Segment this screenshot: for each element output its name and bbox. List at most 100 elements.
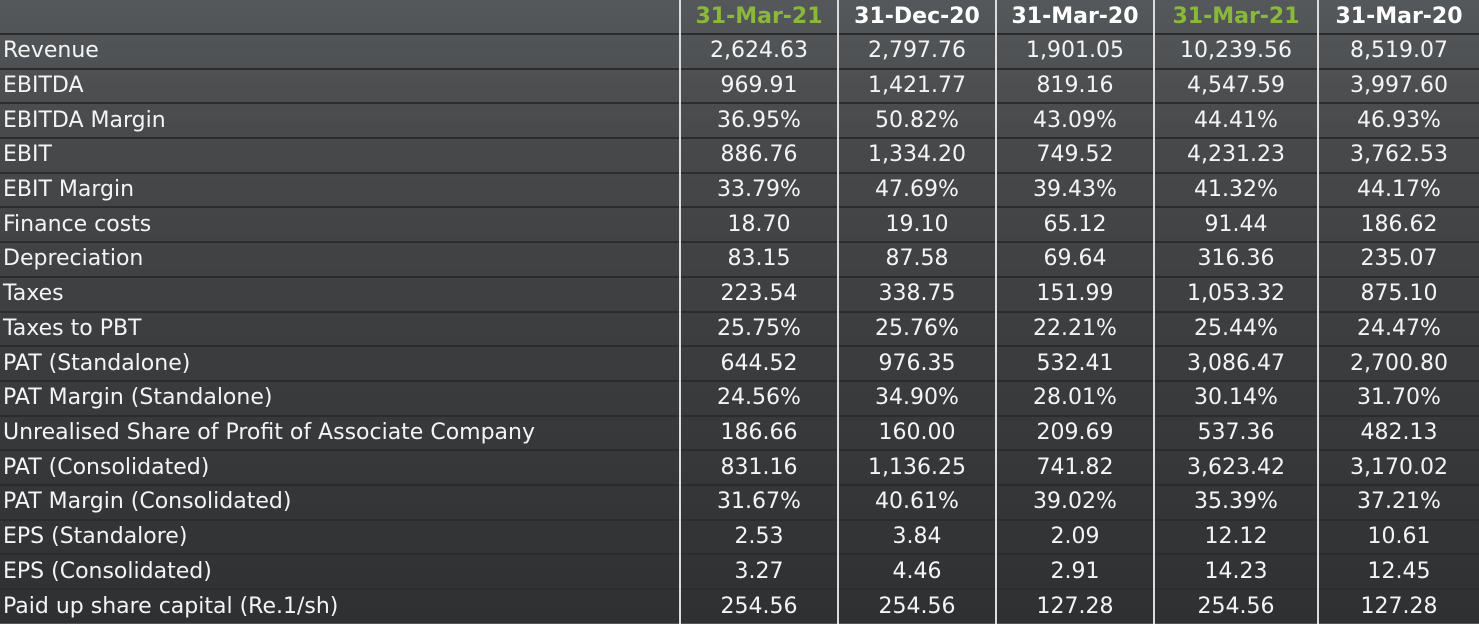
table-cell: 127.28 (995, 588, 1154, 624)
row-label: EBITDA (0, 67, 680, 104)
row-label: Paid up share capital (Re.1/sh) (0, 588, 680, 624)
table-cell: 4.46 (837, 553, 996, 589)
table-cell: 8,519.07 (1317, 33, 1479, 69)
row-label: EBITDA Margin (0, 102, 680, 139)
row-label: Depreciation (0, 241, 680, 277)
column-header: 31-Mar-20 (1317, 0, 1479, 34)
table-cell: 1,136.25 (837, 449, 996, 485)
table-cell: 18.70 (679, 206, 838, 243)
row-label: PAT Margin (Consolidated) (0, 483, 680, 520)
table-cell: 2,797.76 (837, 33, 996, 69)
table-row: EBITDA Margin 36.95% 50.82% 43.09% 44.41% 46.… (0, 102, 1479, 139)
table-cell: 969.91 (679, 67, 838, 104)
table-cell: 36.95% (679, 102, 838, 139)
table-cell: 223.54 (679, 275, 838, 312)
table-cell: 186.66 (679, 414, 838, 451)
column-header: 31-Mar-20 (995, 0, 1154, 34)
table-cell: 875.10 (1317, 275, 1479, 312)
table-cell: 25.75% (679, 310, 838, 347)
table-row: Depreciation 83.15 87.58 69.64 316.36 235.07 (0, 241, 1479, 277)
table-row: PAT Margin (Consolidated) 31.67% 40.61% 39.… (0, 483, 1479, 520)
table-cell: 235.07 (1317, 241, 1479, 277)
table-body: Revenue 2,624.63 2,797.76 1,901.05 10,239.56… (0, 33, 1479, 624)
table-cell: 1,901.05 (995, 33, 1154, 69)
table-cell: 39.02% (995, 483, 1154, 520)
table-cell: 28.01% (995, 379, 1154, 416)
table-cell: 87.58 (837, 241, 996, 277)
row-label: Unrealised Share of Profit of Associate … (0, 414, 680, 451)
table-cell: 2,700.80 (1317, 345, 1479, 381)
table-cell: 44.17% (1317, 171, 1479, 208)
table-cell: 2.53 (679, 518, 838, 555)
table-row: Paid up share capital (Re.1/sh) 254.56 254… (0, 588, 1479, 624)
table-cell: 1,421.77 (837, 67, 996, 104)
table-cell: 33.79% (679, 171, 838, 208)
table-row: PAT (Standalone) 644.52 976.35 532.41 3,086.… (0, 345, 1479, 381)
table-cell: 40.61% (837, 483, 996, 520)
table-cell: 14.23 (1153, 553, 1318, 589)
table-row: PAT (Consolidated) 831.16 1,136.25 741.82 3,… (0, 449, 1479, 485)
table-cell: 30.14% (1153, 379, 1318, 416)
table-row: EBITDA 969.91 1,421.77 819.16 4,547.59 3,997.… (0, 67, 1479, 104)
table-row: EPS (Standalore) 2.53 3.84 2.09 12.12 10.61 (0, 518, 1479, 555)
table-cell: 12.12 (1153, 518, 1318, 555)
table-cell: 10,239.56 (1153, 33, 1318, 69)
table-cell: 1,053.32 (1153, 275, 1318, 312)
table-row: EBIT 886.76 1,334.20 749.52 4,231.23 3,762.53 (0, 137, 1479, 173)
table-cell: 482.13 (1317, 414, 1479, 451)
row-label: Finance costs (0, 206, 680, 243)
table-cell: 4,547.59 (1153, 67, 1318, 104)
table-cell: 2.09 (995, 518, 1154, 555)
table-cell: 151.99 (995, 275, 1154, 312)
table-cell: 886.76 (679, 137, 838, 173)
table-cell: 83.15 (679, 241, 838, 277)
table-cell: 39.43% (995, 171, 1154, 208)
header-row: 31-Mar-21 31-Dec-20 31-Mar-20 31-Mar-21 … (0, 0, 1479, 34)
table-cell: 10.61 (1317, 518, 1479, 555)
table-cell: 3.27 (679, 553, 838, 589)
table-row: EBIT Margin 33.79% 47.69% 39.43% 41.32% 44.17… (0, 171, 1479, 208)
table-cell: 12.45 (1317, 553, 1479, 589)
table-cell: 741.82 (995, 449, 1154, 485)
table-cell: 819.16 (995, 67, 1154, 104)
table-row: EPS (Consolidated) 3.27 4.46 2.91 14.23 12.45 (0, 553, 1479, 589)
table-cell: 47.69% (837, 171, 996, 208)
table-cell: 43.09% (995, 102, 1154, 139)
table-cell: 1,334.20 (837, 137, 996, 173)
column-header: 31-Dec-20 (837, 0, 996, 34)
table-cell: 127.28 (1317, 588, 1479, 624)
table-cell: 50.82% (837, 102, 996, 139)
table-cell: 3,170.02 (1317, 449, 1479, 485)
table-row: Taxes 223.54 338.75 151.99 1,053.32 875.10 (0, 275, 1479, 312)
table-cell: 41.32% (1153, 171, 1318, 208)
table-cell: 91.44 (1153, 206, 1318, 243)
table-cell: 3,623.42 (1153, 449, 1318, 485)
row-label: Revenue (0, 33, 680, 69)
table-cell: 22.21% (995, 310, 1154, 347)
table-cell: 532.41 (995, 345, 1154, 381)
table-row: Taxes to PBT 25.75% 25.76% 22.21% 25.44% 24.4… (0, 310, 1479, 347)
table-cell: 316.36 (1153, 241, 1318, 277)
row-label: EPS (Consolidated) (0, 553, 680, 589)
table-row: Finance costs 18.70 19.10 65.12 91.44 186.62 (0, 206, 1479, 243)
table-cell: 65.12 (995, 206, 1154, 243)
row-label: EPS (Standalore) (0, 518, 680, 555)
table-cell: 3,762.53 (1317, 137, 1479, 173)
row-label: EBIT (0, 137, 680, 173)
table-row: Revenue 2,624.63 2,797.76 1,901.05 10,239.56… (0, 33, 1479, 69)
row-label: PAT Margin (Standalone) (0, 379, 680, 416)
table-cell: 25.76% (837, 310, 996, 347)
table-cell: 24.47% (1317, 310, 1479, 347)
table-cell: 37.21% (1317, 483, 1479, 520)
row-label: PAT (Consolidated) (0, 449, 680, 485)
table-row: Unrealised Share of Profit of Associate … (0, 414, 1479, 451)
table-cell: 46.93% (1317, 102, 1479, 139)
table-cell: 254.56 (1153, 588, 1318, 624)
table-cell: 831.16 (679, 449, 838, 485)
table-cell: 3,086.47 (1153, 345, 1318, 381)
table-cell: 35.39% (1153, 483, 1318, 520)
row-label: PAT (Standalone) (0, 345, 680, 381)
table-cell: 254.56 (837, 588, 996, 624)
row-label: Taxes to PBT (0, 310, 680, 347)
